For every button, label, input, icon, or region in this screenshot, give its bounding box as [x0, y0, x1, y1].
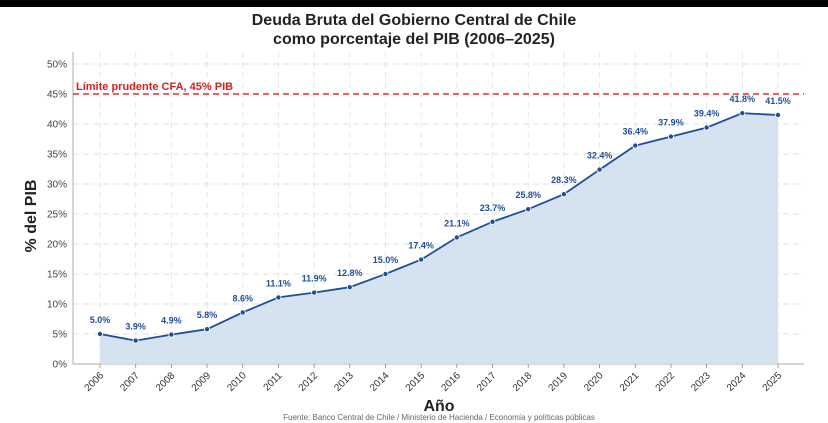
- series-line: [99, 112, 779, 342]
- data-point: [418, 256, 425, 263]
- data-label: 41.8%: [730, 94, 756, 104]
- data-label: 4.9%: [161, 316, 182, 326]
- data-point: [275, 294, 282, 301]
- data-label: 5.0%: [90, 315, 111, 325]
- top-black-bar: [0, 0, 828, 7]
- data-point: [667, 133, 674, 140]
- data-label: 11.9%: [302, 274, 327, 284]
- chart-title: Deuda Bruta del Gobierno Central de Chil…: [0, 11, 828, 49]
- y-tick-label: 20%: [47, 240, 67, 251]
- data-point: [775, 112, 782, 119]
- data-point: [239, 309, 246, 316]
- data-label: 12.8%: [337, 268, 363, 278]
- data-point: [489, 218, 496, 225]
- x-tick-label: 2012: [297, 370, 321, 394]
- data-point: [525, 206, 532, 213]
- y-tick-label: 50%: [47, 60, 67, 71]
- data-point: [560, 191, 567, 198]
- data-label: 11.1%: [266, 278, 291, 288]
- x-tick-label: 2018: [511, 370, 535, 394]
- y-tick-label: 25%: [47, 210, 67, 221]
- data-label: 17.4%: [408, 241, 434, 251]
- chart-title-line-1: Deuda Bruta del Gobierno Central de Chil…: [251, 12, 577, 29]
- data-label: 3.9%: [125, 322, 146, 332]
- x-tick-label: 2007: [118, 370, 142, 394]
- x-axis-label: Año: [423, 398, 455, 415]
- data-point: [132, 337, 139, 344]
- data-point: [168, 331, 175, 338]
- y-tick-label: 45%: [47, 90, 67, 101]
- data-point: [311, 289, 318, 296]
- data-point: [346, 284, 353, 291]
- data-label: 39.4%: [694, 109, 720, 119]
- x-tick-label: 2020: [582, 370, 606, 394]
- y-tick-label: 5%: [53, 330, 68, 341]
- y-tick-label: 35%: [47, 150, 67, 161]
- x-tick-label: 2014: [368, 370, 392, 394]
- data-label: 15.0%: [373, 255, 399, 265]
- y-tick-label: 30%: [47, 180, 67, 191]
- x-tick-label: 2024: [725, 370, 749, 394]
- x-tick-label: 2025: [761, 370, 785, 394]
- x-tick-label: 2019: [547, 370, 571, 394]
- data-label: 21.1%: [444, 218, 470, 228]
- data-label: 8.6%: [232, 293, 253, 303]
- data-label: 36.4%: [622, 127, 648, 137]
- x-tick-label: 2021: [618, 370, 642, 394]
- x-tick-label: 2011: [262, 370, 285, 393]
- x-tick-label: 2013: [332, 370, 356, 394]
- data-point: [453, 234, 460, 241]
- data-point: [97, 330, 104, 337]
- y-tick-label: 0%: [53, 360, 68, 371]
- x-tick-label: 2015: [404, 370, 428, 394]
- x-tick-label: 2009: [190, 370, 214, 394]
- data-point: [204, 326, 211, 333]
- y-tick-label: 10%: [47, 300, 67, 311]
- y-tick-label: 40%: [47, 120, 67, 131]
- x-tick-label: 2008: [154, 370, 178, 394]
- data-label: 32.4%: [587, 151, 613, 161]
- data-label: 37.9%: [658, 118, 684, 128]
- source-note: Fuente: Banco Central de Chile / Ministe…: [283, 413, 595, 422]
- x-tick-label: 2010: [225, 370, 249, 394]
- data-point: [703, 124, 710, 131]
- data-label: 41.5%: [765, 96, 791, 106]
- data-point: [739, 110, 746, 117]
- data-point: [382, 270, 389, 277]
- data-label: 25.8%: [515, 190, 541, 200]
- x-tick-label: 2017: [475, 370, 499, 394]
- data-point: [632, 142, 639, 149]
- x-tick-label: 2016: [439, 370, 463, 394]
- data-label: 28.3%: [551, 175, 577, 185]
- data-label: 23.7%: [480, 203, 506, 213]
- reference-line-label: Límite prudente CFA, 45% PIB: [76, 81, 233, 93]
- chart-title-line-2: como porcentaje del PIB (2006–2025): [273, 31, 555, 48]
- x-tick-label: 2023: [689, 370, 713, 394]
- data-point: [596, 166, 603, 173]
- x-tick-label: 2006: [83, 370, 107, 394]
- data-label: 5.8%: [197, 310, 218, 320]
- y-tick-label: 15%: [47, 270, 67, 281]
- x-tick-label: 2022: [654, 370, 678, 394]
